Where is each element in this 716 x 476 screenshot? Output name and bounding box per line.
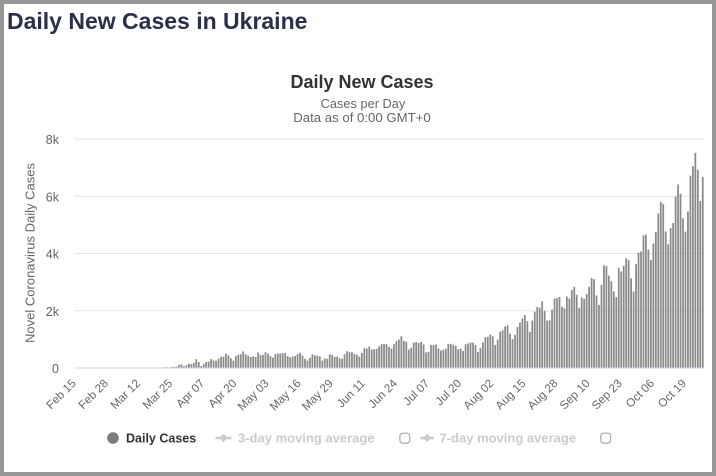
svg-text:Apr 07: Apr 07: [174, 377, 208, 411]
svg-text:Oct 06: Oct 06: [623, 377, 657, 411]
svg-text:May 16: May 16: [267, 377, 303, 413]
svg-text:Jun 11: Jun 11: [335, 377, 368, 410]
svg-text:8k: 8k: [46, 133, 60, 147]
svg-text:Jul 07: Jul 07: [401, 377, 432, 408]
svg-text:Apr 20: Apr 20: [206, 377, 240, 411]
svg-text:Feb 15: Feb 15: [44, 377, 79, 412]
svg-text:Feb 28: Feb 28: [76, 377, 111, 412]
svg-text:Aug 02: Aug 02: [461, 377, 496, 412]
svg-text:2k: 2k: [46, 305, 60, 319]
svg-text:Oct 19: Oct 19: [656, 377, 690, 411]
svg-text:Cases per Day: Cases per Day: [321, 96, 406, 111]
svg-text:Aug 15: Aug 15: [493, 377, 529, 413]
svg-text:May 29: May 29: [300, 377, 336, 413]
svg-text:7-day moving average: 7-day moving average: [440, 431, 577, 446]
svg-text:3-day moving average: 3-day moving average: [238, 431, 375, 446]
svg-text:Jul 20: Jul 20: [433, 377, 465, 409]
svg-text:6k: 6k: [46, 190, 60, 204]
svg-text:May 03: May 03: [235, 377, 271, 413]
svg-text:Daily Cases: Daily Cases: [126, 432, 196, 446]
svg-text:0: 0: [52, 362, 59, 376]
svg-text:Sep 10: Sep 10: [557, 377, 593, 413]
svg-text:Data as of 0:00 GMT+0: Data as of 0:00 GMT+0: [293, 110, 430, 125]
svg-text:Mar 25: Mar 25: [140, 377, 175, 412]
svg-text:Novel Coronavirus Daily Cases: Novel Coronavirus Daily Cases: [23, 163, 38, 343]
svg-text:Daily New Cases: Daily New Cases: [290, 72, 433, 92]
svg-text:Mar 12: Mar 12: [108, 377, 143, 412]
svg-text:Jun 24: Jun 24: [366, 377, 400, 411]
svg-text:Aug 28: Aug 28: [525, 377, 560, 412]
svg-text:Sep 23: Sep 23: [589, 377, 624, 412]
svg-text:4k: 4k: [46, 248, 60, 262]
